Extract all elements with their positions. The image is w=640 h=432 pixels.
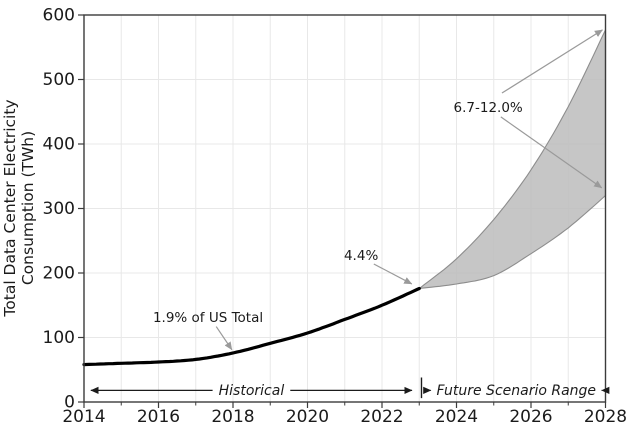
scenario-band-area (417, 29, 607, 290)
y-axis-title-line1: Total Data Center Electricity (1, 99, 19, 317)
annotation-arrow (501, 29, 603, 94)
annotations: 1.9% of US Total 4.4% 6.7-12.0% (153, 29, 603, 351)
y-tick-label: 400 (43, 135, 75, 155)
x-tick-label: 2016 (137, 407, 180, 427)
y-tick-label: 600 (43, 6, 75, 26)
x-tick-label: 2014 (62, 407, 105, 427)
annotation-arrow (215, 326, 233, 351)
x-tick-label: 2024 (435, 407, 478, 427)
future-scenario-band (417, 29, 607, 290)
x-tick-label: 2026 (509, 407, 552, 427)
annotation-label: 1.9% of US Total (153, 310, 263, 326)
annotation-label: 4.4% (344, 248, 378, 264)
x-tick-label: 2018 (211, 407, 254, 427)
x-tick-label: 2028 (584, 407, 627, 427)
y-tick-label: 200 (43, 264, 75, 284)
range-label: Historical (219, 383, 285, 399)
y-tick-label: 300 (43, 199, 75, 219)
historical-line-path (82, 286, 421, 367)
x-tick-label: 2022 (360, 407, 403, 427)
y-tick-label: 100 (43, 328, 75, 348)
range-label: Future Scenario Range (437, 383, 597, 399)
axis-ticks-and-labels: 2014 2016 2018 2020 2022 2024 2026 2028 0 100 200 3… (43, 6, 628, 428)
y-tick-label: 500 (43, 70, 75, 90)
y-axis-title-line2: Consumption (TWh) (19, 131, 37, 285)
x-tick-label: 2020 (286, 407, 329, 427)
annotation-label: 6.7-12.0% (454, 100, 523, 116)
y-tick-label: 0 (64, 393, 75, 413)
range-markers: Historical Future Scenario Range (90, 377, 610, 399)
annotation-arrow (500, 116, 603, 189)
annotation-arrow (373, 263, 413, 285)
historical-line (82, 286, 421, 367)
